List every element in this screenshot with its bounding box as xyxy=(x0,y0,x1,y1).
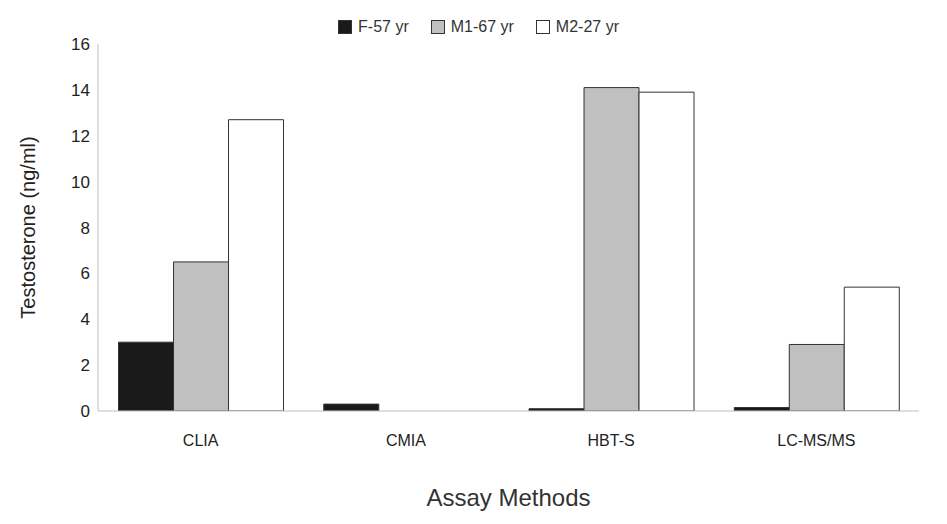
svg-text:Assay Methods: Assay Methods xyxy=(426,484,590,511)
svg-text:0: 0 xyxy=(81,402,90,421)
svg-text:4: 4 xyxy=(81,310,90,329)
svg-text:12: 12 xyxy=(71,127,90,146)
svg-text:CLIA: CLIA xyxy=(183,432,219,449)
html-text:M2-27 yr: M2-27 yr xyxy=(555,18,619,35)
svg-text:14: 14 xyxy=(71,81,90,100)
svg-text:8: 8 xyxy=(81,219,90,238)
svg-text:10: 10 xyxy=(71,173,90,192)
svg-text:LC-MS/MS: LC-MS/MS xyxy=(777,432,855,449)
svg-text:16: 16 xyxy=(71,35,90,54)
html-text:F-57 yr: F-57 yr xyxy=(358,18,409,35)
svg-text:CMIA: CMIA xyxy=(386,432,426,449)
svg-text:Testosterone (ng/ml): Testosterone (ng/ml) xyxy=(17,136,39,318)
html-text:M1-67 yr: M1-67 yr xyxy=(450,18,514,35)
svg-text:HBT-S: HBT-S xyxy=(588,432,635,449)
svg-text:6: 6 xyxy=(81,264,90,283)
svg-text:2: 2 xyxy=(81,356,90,375)
